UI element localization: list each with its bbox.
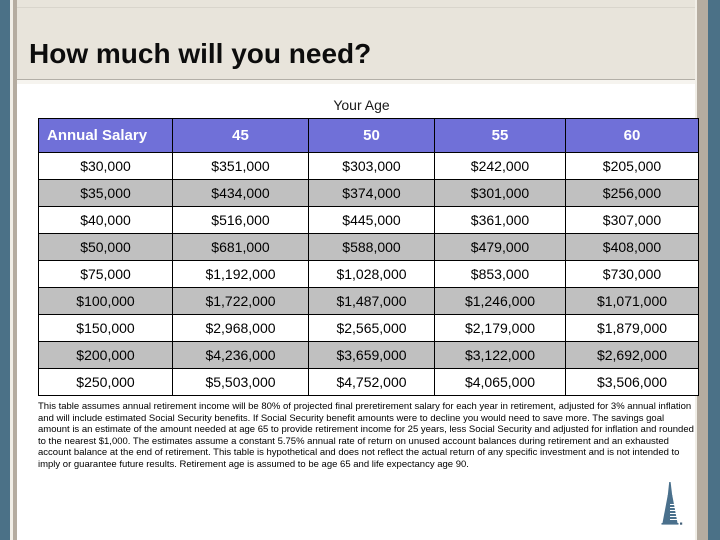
table-cell: $4,236,000 — [172, 341, 309, 369]
table-cell: $681,000 — [172, 233, 309, 261]
table-cell: $5,503,000 — [172, 368, 309, 396]
table-cell: $40,000 — [38, 206, 173, 234]
table-cell: $1,879,000 — [565, 314, 699, 342]
table-cell: $307,000 — [565, 206, 699, 234]
table-cell: $434,000 — [172, 179, 309, 207]
title-band — [17, 0, 695, 79]
table-cell: $516,000 — [172, 206, 309, 234]
frame-right-tan-strip — [697, 0, 708, 540]
table-cell: $303,000 — [308, 152, 435, 180]
table-cell: $205,000 — [565, 152, 699, 180]
frame-right-slate-bar — [708, 0, 720, 540]
table-cell: $30,000 — [38, 152, 173, 180]
table-cell: $1,722,000 — [172, 287, 309, 315]
table-cell: $150,000 — [38, 314, 173, 342]
table-cell: $3,506,000 — [565, 368, 699, 396]
table-cell: $588,000 — [308, 233, 435, 261]
table-cell: $3,122,000 — [434, 341, 566, 369]
table-row: $40,000 $516,000 $445,000 $361,000 $307,000 — [38, 206, 699, 234]
table-cell: $730,000 — [565, 260, 699, 288]
table-cell: $250,000 — [38, 368, 173, 396]
table-row: $200,000 $4,236,000 $3,659,000 $3,122,000 $2… — [38, 341, 699, 369]
table-header-cell: 50 — [308, 118, 435, 153]
footnote-text: This table assumes annual retirement inc… — [38, 401, 694, 470]
table-cell: $1,071,000 — [565, 287, 699, 315]
title-band-bevel — [17, 80, 695, 84]
table-cell: $1,246,000 — [434, 287, 566, 315]
table-cell: $242,000 — [434, 152, 566, 180]
table-cell: $256,000 — [565, 179, 699, 207]
frame-left-slate-bar — [0, 0, 10, 540]
table-cell: $1,487,000 — [308, 287, 435, 315]
table-cell: $100,000 — [38, 287, 173, 315]
table-cell: $2,968,000 — [172, 314, 309, 342]
table-cell: $4,752,000 — [308, 368, 435, 396]
table-cell: $853,000 — [434, 260, 566, 288]
salary-table: Annual Salary 45 50 55 60 $30,000 $351,000 $30… — [38, 118, 699, 396]
table-body: $30,000 $351,000 $303,000 $242,000 $205,000 $… — [38, 152, 699, 396]
table-row: $150,000 $2,968,000 $2,565,000 $2,179,000 $1… — [38, 314, 699, 342]
table-cell: $361,000 — [434, 206, 566, 234]
table-cell: $2,692,000 — [565, 341, 699, 369]
table-row: $50,000 $681,000 $588,000 $479,000 $408,000 — [38, 233, 699, 261]
table-row: $75,000 $1,192,000 $1,028,000 $853,000 $730,… — [38, 260, 699, 288]
table-row: $250,000 $5,503,000 $4,752,000 $4,065,000 $3… — [38, 368, 699, 396]
table-head: Annual Salary 45 50 55 60 — [38, 118, 699, 153]
title-band-top-line — [17, 7, 695, 8]
table-row: $100,000 $1,722,000 $1,487,000 $1,246,000 $1… — [38, 287, 699, 315]
page-title: How much will you need? — [29, 38, 372, 69]
table-cell: $374,000 — [308, 179, 435, 207]
frame-left-cream-line — [10, 0, 13, 540]
table-cell: $200,000 — [38, 341, 173, 369]
table-cell: $1,028,000 — [308, 260, 435, 288]
table-cell: $2,179,000 — [434, 314, 566, 342]
pyramid-logo-icon — [656, 482, 684, 526]
title-band-divider — [17, 79, 695, 80]
table-cell: $50,000 — [38, 233, 173, 261]
table-cell: $3,659,000 — [308, 341, 435, 369]
table-cell: $35,000 — [38, 179, 173, 207]
table-cell: $408,000 — [565, 233, 699, 261]
frame-left-tan-strip — [13, 0, 17, 540]
table-row: $35,000 $434,000 $374,000 $301,000 $256,000 — [38, 179, 699, 207]
table-header-cell: 45 — [172, 118, 309, 153]
table-cell: $351,000 — [172, 152, 309, 180]
your-age-label: Your Age — [333, 97, 390, 113]
table-cell: $445,000 — [308, 206, 435, 234]
table-cell: $4,065,000 — [434, 368, 566, 396]
table-cell: $301,000 — [434, 179, 566, 207]
table-cell: $2,565,000 — [308, 314, 435, 342]
table-header-cell: 60 — [565, 118, 699, 153]
table-header-cell: Annual Salary — [38, 118, 173, 153]
table-cell: $75,000 — [38, 260, 173, 288]
table-cell: $1,192,000 — [172, 260, 309, 288]
table-row: $30,000 $351,000 $303,000 $242,000 $205,000 — [38, 152, 699, 180]
table-header-row: Annual Salary 45 50 55 60 — [38, 118, 699, 153]
table-header-cell: 55 — [434, 118, 566, 153]
table-cell: $479,000 — [434, 233, 566, 261]
